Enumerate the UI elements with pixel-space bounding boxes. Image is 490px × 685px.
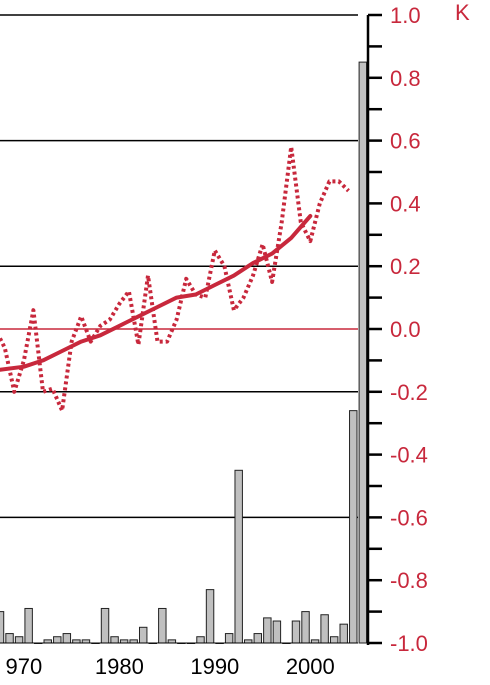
x-tick-label: 1980 [95, 654, 144, 679]
bar [329, 636, 339, 644]
bar [138, 626, 148, 644]
annual-series-line [0, 144, 350, 413]
bar [349, 410, 358, 644]
bar [272, 620, 282, 644]
line-series [0, 144, 350, 413]
y-tick-label: 0.6 [390, 129, 421, 154]
y-tick-label: 0.8 [390, 66, 421, 91]
y-tick-label: -0.6 [390, 505, 428, 530]
bar [24, 607, 33, 644]
x-tick-label: 1990 [190, 654, 239, 679]
bar [158, 607, 167, 644]
bar [339, 623, 348, 644]
bar [224, 633, 234, 644]
x-tick-label: 2000 [286, 654, 335, 679]
bar [253, 633, 263, 644]
bar [196, 636, 205, 644]
y-tick-label: 0.0 [390, 317, 421, 342]
gridlines [0, 14, 358, 519]
bar [110, 636, 119, 644]
y-axis-labels: 1.0 0.8 0.6 0.4 0.2 0.0 -0.2 -0.4 -0.6 -0.8 -1.0 [390, 3, 428, 656]
smoothed-series-line [0, 214, 313, 372]
bar [100, 607, 110, 644]
bar [358, 61, 368, 644]
y-tick-label: -0.8 [390, 568, 428, 593]
bar [234, 469, 243, 644]
y-tick-label: -0.4 [390, 443, 428, 468]
bar [320, 614, 329, 644]
y-tick-label: 0.4 [390, 191, 421, 216]
y-tick-label: -1.0 [390, 631, 428, 656]
bar [263, 617, 272, 644]
bar [53, 636, 62, 644]
bar [291, 620, 301, 644]
x-axis-labels: 970 1980 1990 2000 [6, 654, 335, 679]
bar [205, 589, 215, 644]
y-tick-label: -0.2 [390, 380, 428, 405]
y-tick-label: 1.0 [390, 3, 421, 28]
bar [62, 633, 72, 644]
bar [301, 611, 310, 644]
bar [14, 636, 24, 644]
bar-series [0, 61, 368, 644]
right-axis [0, 13, 382, 645]
x-tick-label: 970 [6, 654, 43, 679]
y-axis-unit: K [455, 0, 470, 25]
y-tick-label: 0.2 [390, 254, 421, 279]
bar [0, 611, 5, 644]
bar [5, 633, 14, 644]
